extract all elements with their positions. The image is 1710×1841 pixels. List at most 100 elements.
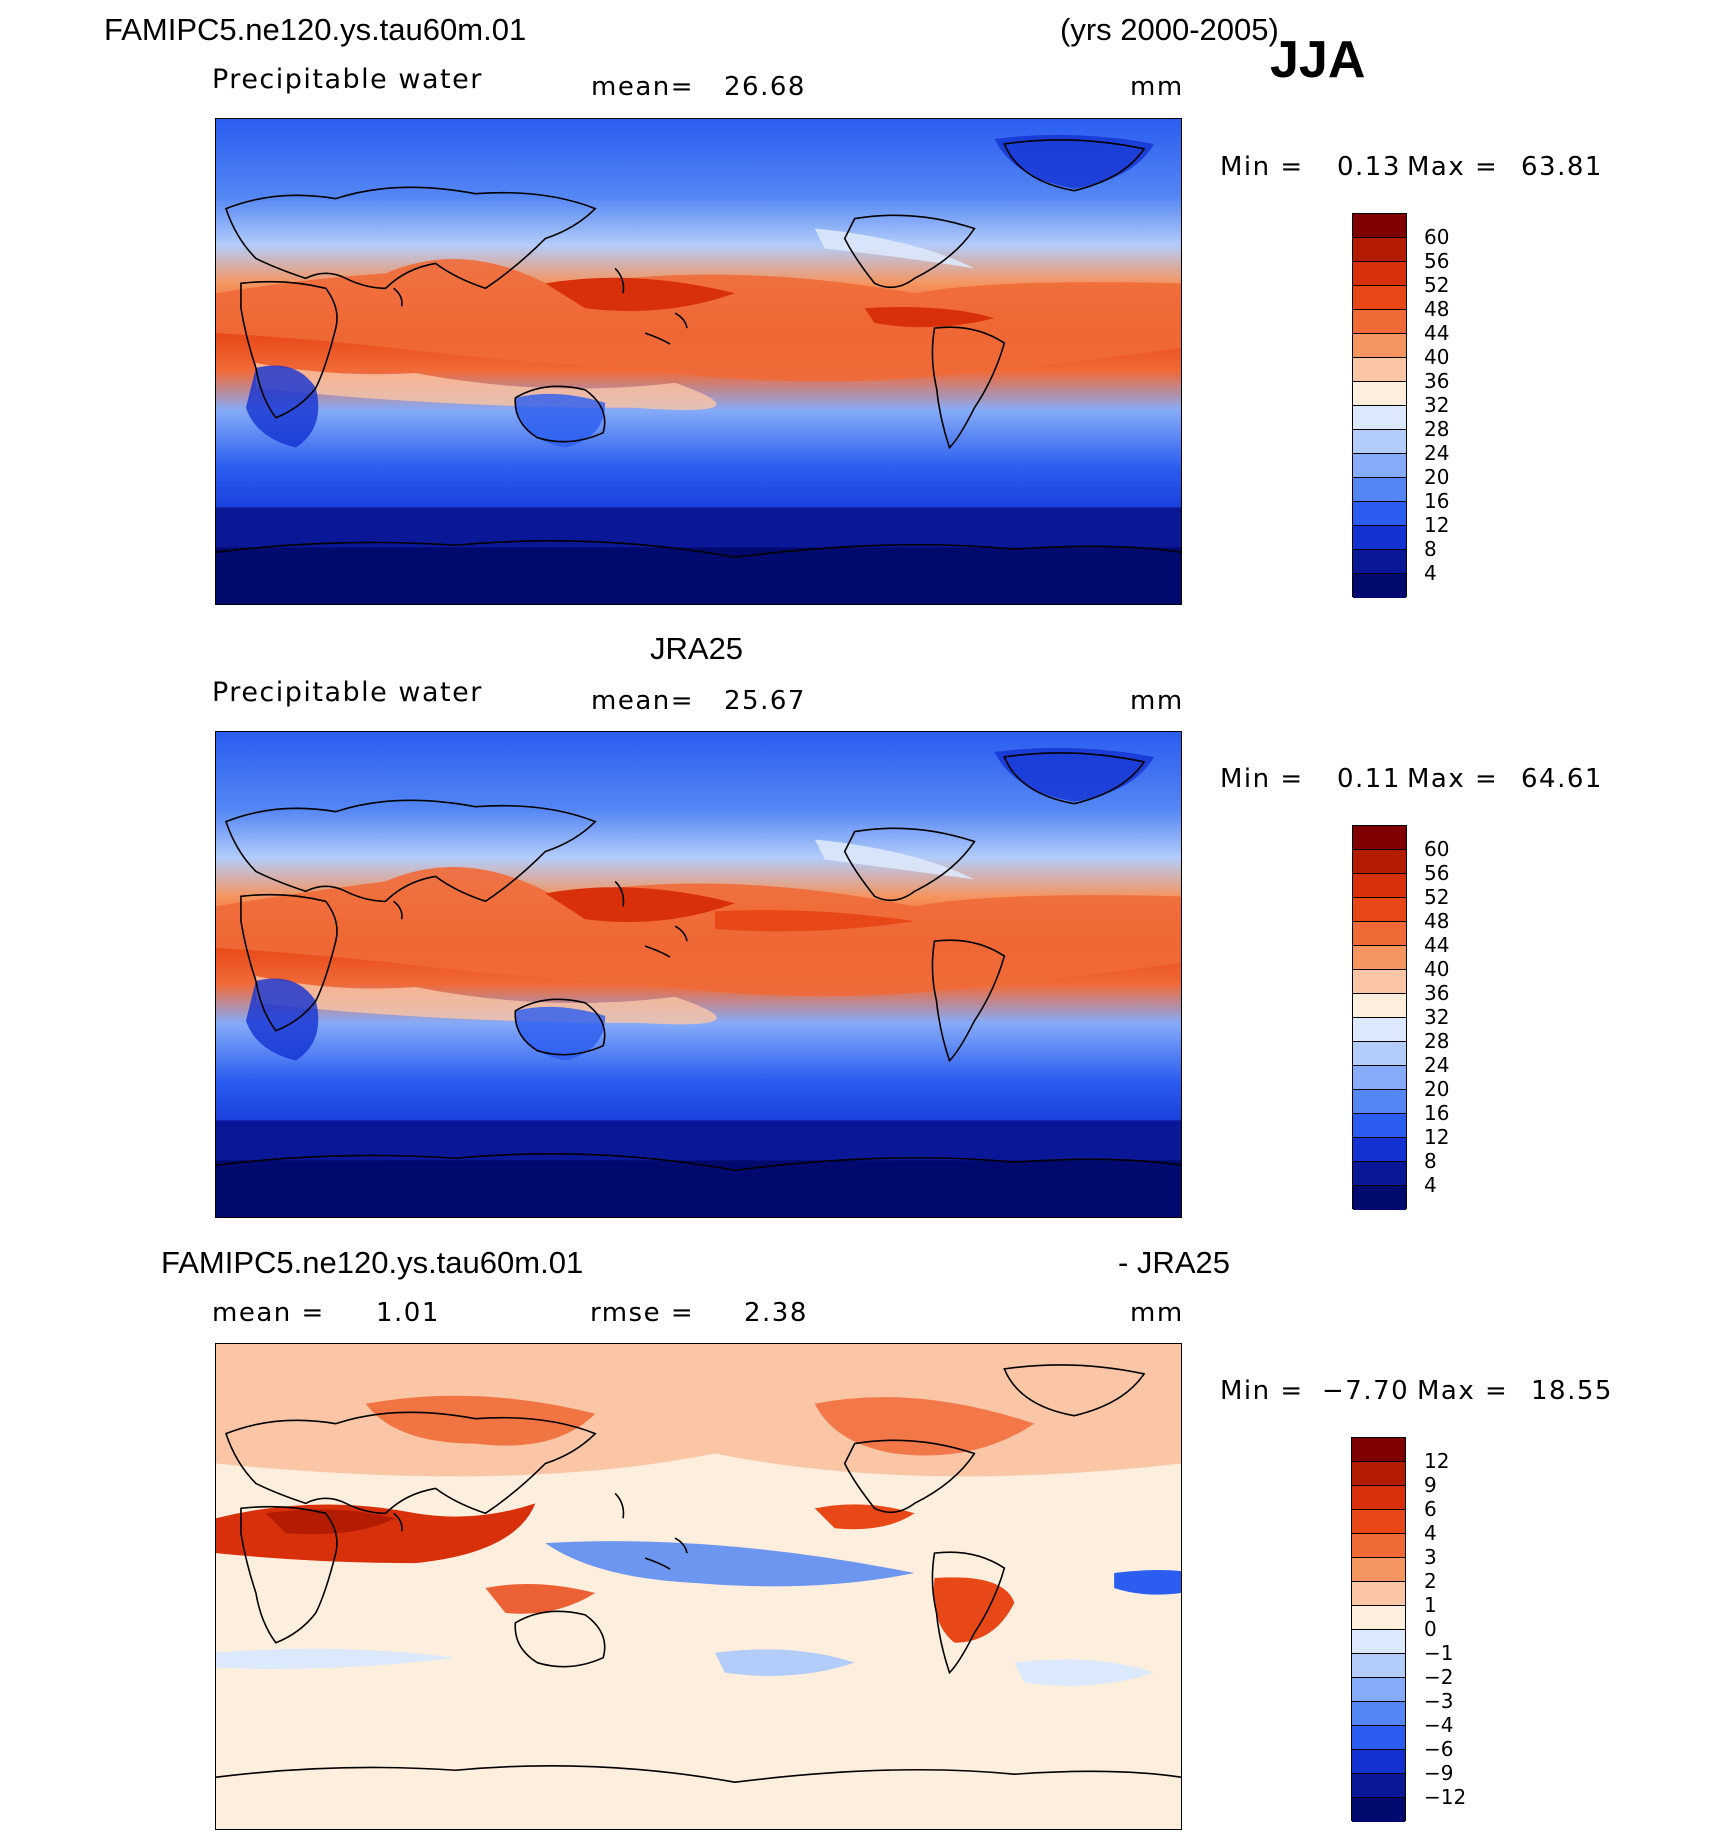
panel1-colorbar-tick-label: 20 bbox=[1424, 465, 1450, 489]
panel3-units: mm bbox=[1130, 1298, 1184, 1328]
panel2-colorbar-segment bbox=[1353, 1186, 1406, 1210]
panel3-colorbar-segment bbox=[1352, 1510, 1405, 1534]
panel1-mean-label: mean= bbox=[591, 72, 695, 102]
panel1-colorbar-tick-label: 12 bbox=[1424, 513, 1450, 537]
panel3-colorbar-segment bbox=[1352, 1678, 1405, 1702]
panel2-mean-label: mean= bbox=[591, 686, 695, 716]
panel3-colorbar-segment bbox=[1352, 1534, 1405, 1558]
panel2-colorbar-segment bbox=[1353, 994, 1406, 1018]
panel1-min-value: 0.13 bbox=[1337, 152, 1401, 182]
panel2-variable: Precipitable water bbox=[212, 677, 483, 708]
panel1-colorbar-segment bbox=[1353, 454, 1406, 478]
panel2-colorbar-segment bbox=[1353, 1066, 1406, 1090]
panel2-colorbar-tick-label: 40 bbox=[1424, 957, 1450, 981]
panel2-colorbar-segment bbox=[1353, 1018, 1406, 1042]
panel2-colorbar-tick-label: 56 bbox=[1424, 861, 1450, 885]
panel1-colorbar-tick-label: 40 bbox=[1424, 345, 1450, 369]
panel3-colorbar-tick-label: 3 bbox=[1424, 1545, 1437, 1569]
panel3-colorbar-segment bbox=[1352, 1654, 1405, 1678]
panel3-colorbar-segment bbox=[1352, 1774, 1405, 1798]
panel3-colorbar bbox=[1351, 1437, 1406, 1822]
panel3-colorbar-segment bbox=[1352, 1726, 1405, 1750]
panel1-colorbar-tick-label: 56 bbox=[1424, 249, 1450, 273]
years-label: (yrs 2000-2005) bbox=[1060, 12, 1279, 47]
panel3-colorbar-segment bbox=[1352, 1750, 1405, 1774]
panel3-colorbar-tick-label: −9 bbox=[1424, 1761, 1454, 1785]
panel1-colorbar-segment bbox=[1353, 286, 1406, 310]
panel2-units: mm bbox=[1130, 686, 1184, 716]
panel2-colorbar bbox=[1352, 825, 1407, 1210]
panel3-colorbar-segment bbox=[1352, 1582, 1405, 1606]
panel1-colorbar-segment bbox=[1353, 262, 1406, 286]
panel2-map bbox=[215, 731, 1182, 1218]
panel3-colorbar-segment bbox=[1352, 1606, 1405, 1630]
panel2-colorbar-segment bbox=[1353, 850, 1406, 874]
panel1-colorbar-segment bbox=[1353, 574, 1406, 598]
panel1-mean-value: 26.68 bbox=[724, 72, 806, 102]
panel2-colorbar-tick-label: 28 bbox=[1424, 1029, 1450, 1053]
panel1-colorbar-segment bbox=[1353, 478, 1406, 502]
panel3-colorbar-tick-label: 6 bbox=[1424, 1497, 1437, 1521]
panel1-min-label: Min = bbox=[1220, 152, 1304, 182]
panel2-colorbar-tick-label: 12 bbox=[1424, 1125, 1450, 1149]
panel2-colorbar-segment bbox=[1353, 826, 1406, 850]
panel2-colorbar-tick-label: 36 bbox=[1424, 981, 1450, 1005]
panel2-colorbar-segment bbox=[1353, 1090, 1406, 1114]
panel1-max-label: Max = bbox=[1407, 152, 1499, 182]
model-name-title: FAMIPC5.ne120.ys.tau60m.01 bbox=[104, 12, 527, 47]
panel1-colorbar-segment bbox=[1353, 550, 1406, 574]
panel2-colorbar-segment bbox=[1353, 1042, 1406, 1066]
panel3-colorbar-segment bbox=[1352, 1702, 1405, 1726]
panel1-variable: Precipitable water bbox=[212, 64, 483, 95]
panel1-colorbar-segment bbox=[1353, 406, 1406, 430]
panel1-units: mm bbox=[1130, 72, 1184, 102]
panel3-colorbar-segment bbox=[1352, 1798, 1405, 1822]
panel3-colorbar-tick-label: 9 bbox=[1424, 1473, 1437, 1497]
panel2-colorbar-segment bbox=[1353, 970, 1406, 994]
panel1-colorbar-segment bbox=[1353, 430, 1406, 454]
panel3-colorbar-tick-label: 0 bbox=[1424, 1617, 1437, 1641]
panel3-colorbar-tick-label: −4 bbox=[1424, 1713, 1454, 1737]
panel3-map bbox=[215, 1343, 1182, 1830]
panel1-contour-field bbox=[216, 119, 1181, 604]
panel3-colorbar-segment bbox=[1352, 1630, 1405, 1654]
panel2-colorbar-segment bbox=[1353, 1162, 1406, 1186]
panel2-min-value: 0.11 bbox=[1337, 764, 1401, 794]
panel3-rmse-label: rmse = bbox=[590, 1298, 695, 1328]
panel3-title-right: - JRA25 bbox=[1118, 1245, 1230, 1280]
panel2-colorbar-segment bbox=[1353, 898, 1406, 922]
panel3-max-value: 18.55 bbox=[1531, 1376, 1613, 1406]
panel2-colorbar-tick-label: 8 bbox=[1424, 1149, 1437, 1173]
panel2-colorbar-tick-label: 60 bbox=[1424, 837, 1450, 861]
panel1-map bbox=[215, 118, 1182, 605]
panel2-colorbar-tick-label: 24 bbox=[1424, 1053, 1450, 1077]
panel3-min-label: Min = bbox=[1220, 1376, 1304, 1406]
panel2-colorbar-segment bbox=[1353, 1114, 1406, 1138]
panel3-colorbar-segment bbox=[1352, 1486, 1405, 1510]
panel3-colorbar-tick-label: −12 bbox=[1424, 1785, 1467, 1809]
panel1-colorbar-tick-label: 36 bbox=[1424, 369, 1450, 393]
panel3-colorbar-tick-label: 4 bbox=[1424, 1521, 1437, 1545]
panel1-colorbar-segment bbox=[1353, 238, 1406, 262]
panel3-contour-field bbox=[216, 1344, 1181, 1829]
panel1-colorbar-tick-label: 32 bbox=[1424, 393, 1450, 417]
panel1-colorbar-tick-label: 24 bbox=[1424, 441, 1450, 465]
panel2-colorbar-tick-label: 32 bbox=[1424, 1005, 1450, 1029]
panel1-colorbar-tick-label: 52 bbox=[1424, 273, 1450, 297]
panel1-colorbar-tick-label: 48 bbox=[1424, 297, 1450, 321]
panel3-max-label: Max = bbox=[1417, 1376, 1509, 1406]
panel1-colorbar-segment bbox=[1353, 358, 1406, 382]
panel1-colorbar-tick-label: 4 bbox=[1424, 561, 1437, 585]
panel1-colorbar-segment bbox=[1353, 214, 1406, 238]
panel1-colorbar-segment bbox=[1353, 502, 1406, 526]
panel2-colorbar-segment bbox=[1353, 922, 1406, 946]
panel3-colorbar-tick-label: −2 bbox=[1424, 1665, 1454, 1689]
panel3-colorbar-tick-label: 2 bbox=[1424, 1569, 1437, 1593]
panel1-colorbar-tick-label: 28 bbox=[1424, 417, 1450, 441]
panel2-contour-field bbox=[216, 732, 1181, 1217]
panel3-colorbar-tick-label: −6 bbox=[1424, 1737, 1454, 1761]
panel1-colorbar-tick-label: 16 bbox=[1424, 489, 1450, 513]
panel2-colorbar-tick-label: 52 bbox=[1424, 885, 1450, 909]
panel3-min-value: −7.70 bbox=[1322, 1376, 1410, 1406]
panel3-colorbar-tick-label: −3 bbox=[1424, 1689, 1454, 1713]
